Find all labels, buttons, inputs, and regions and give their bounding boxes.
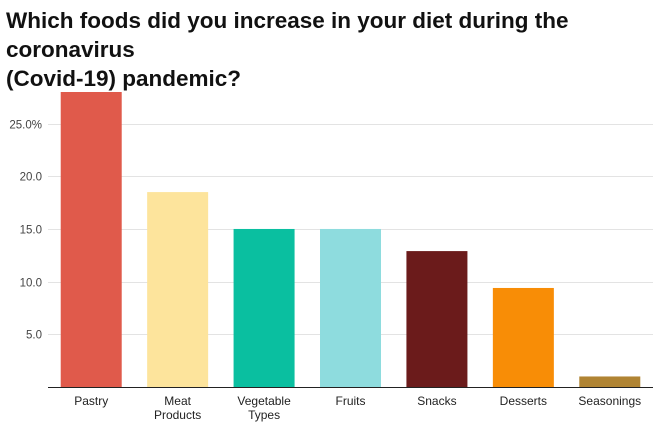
y-tick-label: 25.0%	[9, 120, 42, 132]
bar	[492, 287, 554, 387]
x-tick-label: Desserts	[500, 394, 547, 408]
y-tick-label: 5.0	[26, 330, 42, 342]
x-tick-label-line: Products	[154, 408, 201, 422]
x-tick-label-line: Meat	[164, 394, 191, 408]
bar	[233, 228, 295, 387]
y-tick-label: 10.0	[20, 278, 42, 290]
x-tick-label-line: Types	[248, 408, 280, 422]
bar	[320, 228, 381, 387]
x-tick-label: Seasonings	[578, 394, 641, 408]
x-tick-label: Snacks	[417, 394, 456, 408]
x-tick-label: Vegetable Types	[237, 394, 291, 422]
bar	[579, 376, 641, 387]
y-tick-label: 20.0	[20, 172, 42, 184]
bar	[406, 251, 468, 387]
y-tick-label: 15.0	[20, 225, 42, 237]
x-tick-label: Meat Products	[154, 394, 201, 422]
x-tick-label-line: Fruits	[336, 394, 366, 408]
bar	[147, 192, 209, 387]
x-tick-label-line: Pastry	[74, 394, 108, 408]
bars	[60, 92, 641, 387]
y-tick-labels: 5.0 10.0 15.0 20.0 25.0%	[9, 120, 42, 342]
x-tick-label-line: Desserts	[500, 394, 547, 408]
x-tick-label-line: Seasonings	[578, 394, 641, 408]
x-tick-label: Fruits	[336, 394, 366, 408]
chart-title: Which foods did you increase in your die…	[6, 8, 569, 91]
bar	[60, 92, 122, 387]
x-tick-labels: Pastry Meat Products Vegetable Types Fruits Sn…	[74, 394, 641, 422]
x-tick-label-line: Snacks	[417, 394, 456, 408]
x-tick-label-line: Vegetable	[237, 394, 291, 408]
x-tick-label: Pastry	[74, 394, 108, 408]
